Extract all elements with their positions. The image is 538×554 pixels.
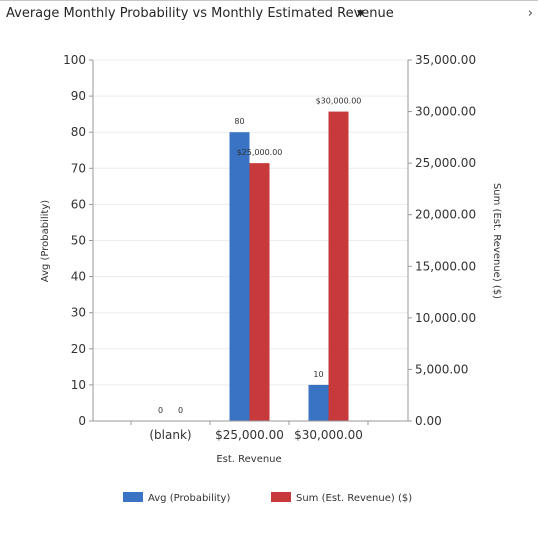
legend-swatch-avg-probability xyxy=(123,492,143,502)
bar[interactable] xyxy=(229,132,250,421)
axes: 01020304050607080901000.005,000.0010,000… xyxy=(63,53,476,442)
y2-tick-label: 35,000.00 xyxy=(415,53,476,67)
x-axis-title: Est. Revenue xyxy=(216,454,281,465)
x-tick-label: $30,000.00 xyxy=(294,428,363,442)
y-tick-label: 10 xyxy=(71,378,86,392)
legend-label-avg-probability[interactable]: Avg (Probability) xyxy=(148,493,230,504)
bars xyxy=(229,111,349,422)
y2-tick-label: 25,000.00 xyxy=(415,156,476,170)
data-label: 0 xyxy=(158,406,163,415)
data-label: 0 xyxy=(178,406,183,415)
legend-label-sum-revenue[interactable]: Sum (Est. Revenue) ($) xyxy=(296,493,412,504)
y2-tick-label: 30,000.00 xyxy=(415,105,476,119)
legend: Avg (Probability) Sum (Est. Revenue) ($) xyxy=(123,492,412,504)
x-tick-label: $25,000.00 xyxy=(215,428,284,442)
data-label: 10 xyxy=(313,370,323,379)
chart-header: Average Monthly Probability vs Monthly E… xyxy=(0,0,538,28)
x-tick-label: (blank) xyxy=(149,428,191,442)
caret-down-icon[interactable]: ▼ xyxy=(357,9,364,19)
y-tick-label: 80 xyxy=(71,125,86,139)
y-tick-label: 70 xyxy=(71,161,86,175)
bar[interactable] xyxy=(249,163,270,421)
y-tick-label: 40 xyxy=(71,270,86,284)
y-tick-label: 90 xyxy=(71,89,86,103)
data-label: $30,000.00 xyxy=(316,97,362,106)
y-tick-label: 100 xyxy=(63,53,86,67)
y-tick-label: 60 xyxy=(71,197,86,211)
bar[interactable] xyxy=(328,111,349,422)
y2-tick-label: 20,000.00 xyxy=(415,208,476,222)
legend-swatch-sum-revenue xyxy=(271,492,291,502)
y-tick-label: 50 xyxy=(71,234,86,248)
y-tick-label: 0 xyxy=(78,414,86,428)
y2-tick-label: 15,000.00 xyxy=(415,259,476,273)
y-axis-title: Avg (Probability) xyxy=(40,200,51,282)
bar[interactable] xyxy=(308,384,329,421)
chart-title[interactable]: Average Monthly Probability vs Monthly E… xyxy=(6,6,394,21)
data-labels: 0 0 80 $25,000.00 10 $30,000.00 xyxy=(158,97,361,415)
data-label: $25,000.00 xyxy=(237,148,283,157)
y2-axis-title: Sum (Est. Revenue) ($) xyxy=(491,183,502,299)
y-tick-label: 30 xyxy=(71,306,86,320)
chevron-right-icon[interactable]: › xyxy=(527,6,533,21)
y2-tick-label: 5,000.00 xyxy=(415,362,468,376)
y-tick-label: 20 xyxy=(71,342,86,356)
y2-tick-label: 10,000.00 xyxy=(415,311,476,325)
data-label: 80 xyxy=(234,117,244,126)
y2-tick-label: 0.00 xyxy=(415,414,442,428)
